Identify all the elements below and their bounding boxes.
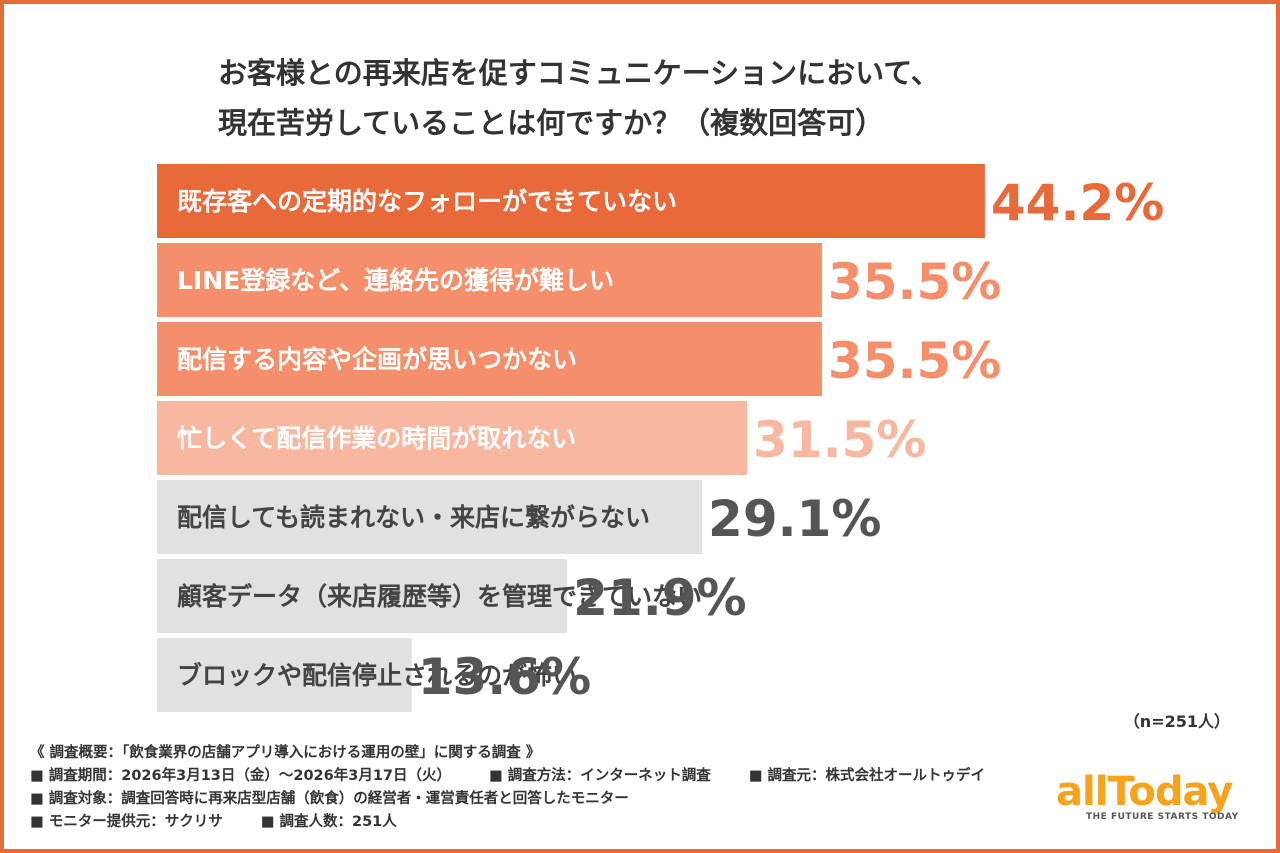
survey-source: ■ 調査元：株式会社オールトゥデイ [748,768,985,784]
survey-target: ■ 調査対象：調査回答時に再来店型店舗（飲食）の経営者・運営責任者と回答したモニ… [30,791,629,807]
bar-label-3: 配信する内容や企画が思いつかない [177,345,577,374]
sample-size: （n=251人） [1123,712,1230,731]
survey-method: ■ 調査方法：インターネット調査 [489,768,711,784]
survey-provider: ■ モニター提供元：サクリサ [30,814,223,830]
bar-label-7: ブロックや配信停止されるのが怖い [177,661,577,690]
bar-label-4: 忙しくて配信作業の時間が取れない [177,424,576,453]
chart-title-line-1: お客様との再来店を促すコミュニケーションにおいて、 [218,56,940,90]
bar-2 [157,243,822,317]
logo-wordmark: allToday [1056,769,1233,815]
bar-5 [157,480,703,554]
survey-period: ■ 調査期間：2026年3月13日（金）〜2026年3月17日（火） [30,768,451,784]
bar-label-5: 配信しても読まれない・来店に繋がらない [177,503,650,532]
value-label-4: 31.5% [753,411,926,469]
logo-tagline: THE FUTURE STARTS TODAY [1086,812,1239,822]
bar-4 [157,401,747,475]
value-label-2: 35.5% [828,253,1001,311]
value-label-7: 13.6% [418,648,591,706]
bar-label-6: 顧客データ（来店履歴等）を管理できていない [177,582,702,611]
survey-overview: 《 調査概要：「飲食業界の店舗アプリ導入における運用の壁」に関する調査 》 ■ … [30,742,1023,834]
chart-title-line-2: 現在苦労していることは何ですか？（複数回答可） [218,106,885,140]
value-label-1: 44.2% [991,174,1164,232]
value-label-3: 35.5% [828,332,1001,390]
bar-label-1: 既存客への定期的なフォローができていない [177,187,677,216]
bar-6 [157,559,568,633]
survey-overview-title: 《 調査概要：「飲食業界の店舗アプリ導入における運用の壁」に関する調査 》 [30,745,541,761]
survey-count: ■ 調査人数：251人 [260,814,397,830]
bar-1 [157,164,985,238]
chart-title: お客様との再来店を促すコミュニケーションにおいて、 現在苦労していることは何です… [218,48,940,148]
bar-label-2: LINE登録など、連絡先の獲得が難しい [177,266,614,295]
value-label-6: 21.9% [573,569,746,627]
bar-7 [157,638,412,712]
bar-3 [157,322,822,396]
alltoday-logo: allToday THE FUTURE STARTS TODAY [1056,770,1266,822]
value-label-5: 29.1% [708,490,881,548]
